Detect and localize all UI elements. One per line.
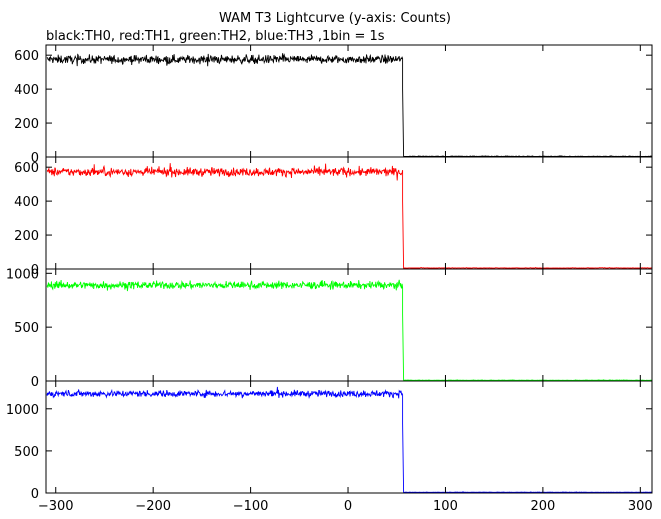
y-tick-label: 0 (31, 151, 39, 166)
y-tick-label: 0 (31, 487, 39, 502)
y-tick-label: 400 (14, 83, 39, 98)
panel-frame (45, 156, 653, 270)
x-tick-label: −100 (233, 499, 269, 514)
series-line-th2 (46, 279, 652, 382)
chart-title: WAM T3 Lightcurve (y-axis: Counts) (219, 11, 451, 26)
panel-frame (45, 380, 653, 494)
series-line-th3 (46, 386, 652, 493)
x-tick-label: 0 (344, 499, 352, 514)
y-tick-label: 1000 (6, 403, 39, 418)
x-tick-label: −300 (38, 499, 74, 514)
series-line-th0 (46, 53, 652, 158)
x-tick-label: 300 (628, 499, 653, 514)
y-tick-label: 500 (14, 445, 39, 460)
y-tick-label: 600 (14, 49, 39, 64)
y-tick-label: 500 (14, 321, 39, 336)
y-tick-label: 400 (14, 195, 39, 210)
x-tick-label: 100 (433, 499, 458, 514)
series-line-th1 (46, 163, 652, 269)
y-tick-label: 0 (31, 263, 39, 278)
x-tick-label: −200 (135, 499, 171, 514)
y-tick-label: 200 (14, 117, 39, 132)
y-tick-label: 200 (14, 229, 39, 244)
x-tick-label: 200 (530, 499, 555, 514)
chart-subtitle: black:TH0, red:TH1, green:TH2, blue:TH3 … (46, 29, 385, 44)
y-tick-label: 1000 (6, 267, 39, 282)
y-tick-label: 0 (31, 375, 39, 390)
y-tick-label: 600 (14, 161, 39, 176)
